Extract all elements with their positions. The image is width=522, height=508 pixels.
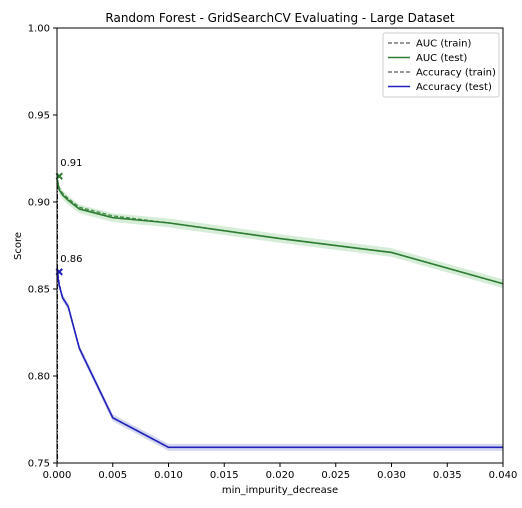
series-line-3 (56, 271, 503, 449)
x-tick-label-7: 0.035 (433, 470, 462, 481)
x-tick-label-0: 0.000 (43, 470, 72, 481)
y-tick-label-3: 0.90 (28, 198, 50, 209)
legend-entry-2: Accuracy (train) (416, 68, 496, 79)
x-tick-label-6: 0.030 (377, 470, 406, 481)
y-tick-label-0: 0.75 (28, 459, 50, 470)
x-axis-label: min_impurity_decrease (222, 485, 338, 496)
legend: AUC (train) AUC (test) Accuracy (train) Acc… (382, 32, 500, 98)
x-tick-label-8: 0.040 (489, 470, 518, 481)
series-line-1 (56, 179, 504, 285)
x-tick-label-1: 0.005 (98, 470, 127, 481)
y-axis-label: Score (13, 232, 24, 260)
confidence-band-1 (57, 175, 503, 289)
y-tick-label-2: 0.85 (28, 285, 50, 296)
x-tick-label-4: 0.020 (266, 470, 295, 481)
x-tick-label-2: 0.010 (154, 470, 183, 481)
y-tick-label-1: 0.80 (28, 372, 50, 383)
best-score-label-1: 0.86 (60, 254, 82, 265)
axis-ticks: 0.000 0.005 0.010 0.015 0.020 0.025 0.030 0.035… (28, 24, 518, 482)
legend-box (382, 32, 500, 98)
x-tick-label-3: 0.015 (210, 470, 239, 481)
y-tick-label-4: 0.95 (28, 111, 50, 122)
legend-entry-3: Accuracy (test) (416, 82, 492, 93)
legend-entry-0: AUC (train) (416, 39, 471, 50)
chart-title: Random Forest - GridSearchCV Evaluating … (105, 11, 455, 25)
legend-entry-1: AUC (test) (416, 53, 467, 64)
x-tick-label-5: 0.025 (321, 470, 350, 481)
y-tick-label-5: 1.00 (28, 24, 50, 35)
best-score-label-0: 0.91 (60, 158, 82, 169)
